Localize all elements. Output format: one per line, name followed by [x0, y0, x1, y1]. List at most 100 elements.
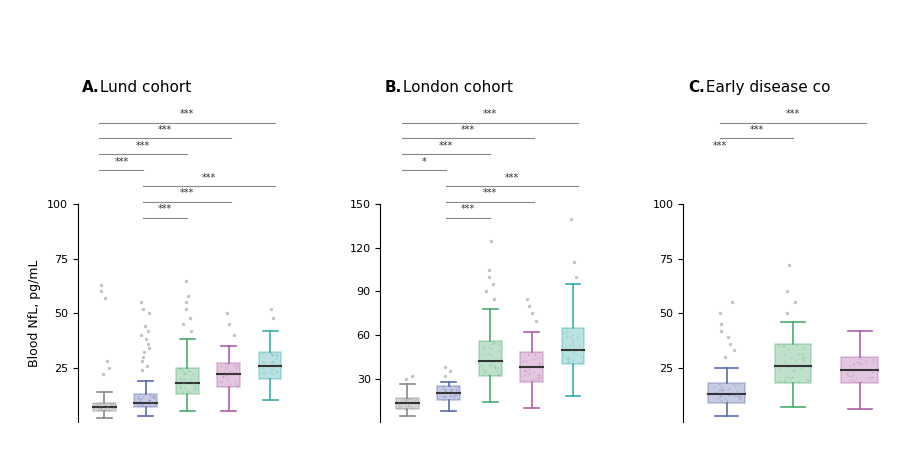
Point	[559, 327, 574, 335]
FancyBboxPatch shape	[478, 341, 501, 376]
Point	[185, 379, 200, 386]
Point	[99, 404, 114, 411]
Point	[101, 364, 116, 371]
Point	[434, 393, 448, 400]
Point	[135, 395, 149, 402]
Point	[255, 368, 270, 375]
Point	[266, 358, 281, 365]
Point	[229, 369, 243, 376]
Point	[732, 392, 746, 400]
Point	[92, 407, 107, 414]
Point	[727, 391, 742, 398]
Point	[91, 407, 106, 414]
Point	[407, 396, 422, 404]
Point	[728, 390, 742, 397]
Point	[793, 364, 807, 371]
Point	[865, 355, 880, 363]
FancyBboxPatch shape	[437, 386, 460, 400]
Point	[222, 367, 237, 374]
Point	[574, 360, 589, 367]
Point	[98, 294, 113, 301]
Point	[558, 355, 573, 362]
Point	[445, 393, 460, 400]
Point	[391, 404, 405, 411]
Point	[229, 370, 243, 377]
Point	[400, 402, 415, 409]
Point	[775, 342, 790, 350]
Point	[571, 345, 586, 353]
Point	[444, 388, 458, 395]
Point	[447, 383, 462, 390]
Point	[865, 366, 880, 373]
Point	[490, 364, 505, 371]
Point	[796, 355, 811, 362]
Point	[409, 395, 424, 403]
Point	[404, 397, 418, 404]
Point	[520, 350, 535, 358]
Point	[856, 357, 871, 365]
Point	[399, 405, 414, 412]
Point	[437, 386, 452, 394]
FancyBboxPatch shape	[841, 357, 877, 383]
Point	[437, 372, 452, 380]
Point	[713, 321, 728, 328]
Point	[394, 400, 408, 407]
Point	[144, 394, 159, 401]
Point	[171, 364, 186, 371]
Point	[527, 368, 541, 375]
Point	[256, 369, 271, 376]
Point	[225, 368, 240, 375]
Point	[227, 362, 241, 369]
Point	[227, 379, 241, 386]
Point	[515, 358, 529, 365]
Point	[844, 372, 859, 379]
Point	[780, 345, 794, 352]
Point	[518, 357, 533, 364]
Point	[530, 376, 545, 383]
Point	[713, 327, 728, 334]
Point	[136, 305, 150, 312]
Point	[476, 369, 490, 376]
Point	[218, 360, 232, 368]
Point	[781, 262, 795, 269]
Text: ***: ***	[712, 141, 726, 151]
Point	[712, 387, 727, 394]
Point	[176, 321, 190, 328]
Text: ***: ***	[158, 204, 172, 214]
Point	[216, 369, 230, 376]
Point	[489, 367, 504, 375]
Point	[558, 330, 572, 337]
Point	[712, 392, 727, 400]
Point	[187, 385, 201, 392]
Point	[730, 380, 744, 387]
Text: ***: ***	[749, 125, 763, 135]
Point	[437, 385, 452, 393]
Point	[529, 376, 544, 383]
Point	[106, 405, 120, 412]
Point	[565, 336, 579, 344]
Point	[854, 359, 868, 366]
Point	[447, 390, 462, 397]
Point	[521, 351, 536, 359]
Point	[97, 402, 112, 409]
Point	[568, 273, 582, 281]
Point	[147, 393, 161, 400]
Text: ***: ***	[461, 125, 475, 135]
Point	[404, 372, 419, 380]
Text: Lund cohort: Lund cohort	[95, 80, 191, 95]
Point	[437, 392, 452, 400]
Point	[435, 383, 449, 390]
Point	[864, 365, 878, 373]
Point	[406, 404, 421, 411]
Point	[220, 371, 234, 379]
Point	[727, 393, 742, 400]
Point	[180, 387, 195, 395]
Text: ***: ***	[180, 188, 194, 198]
Point	[399, 399, 414, 406]
Point	[486, 364, 501, 371]
Point	[269, 367, 283, 374]
Point	[135, 400, 149, 407]
Point	[477, 368, 492, 375]
Point	[219, 365, 233, 372]
Point	[567, 259, 581, 266]
